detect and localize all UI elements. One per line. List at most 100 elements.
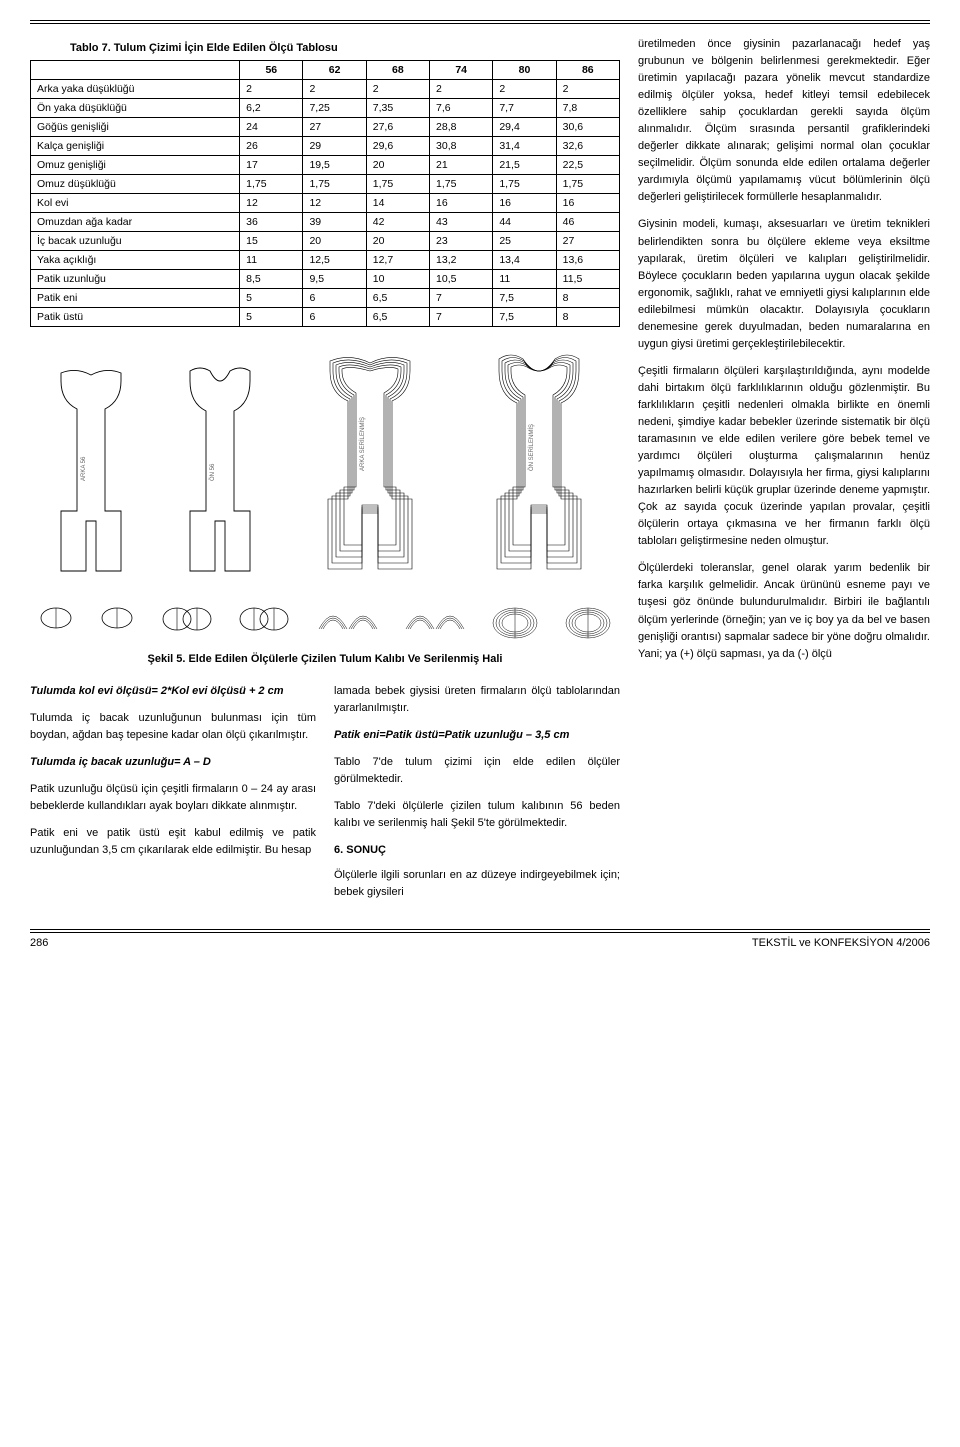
- row-value: 20: [303, 232, 366, 251]
- row-value: 6,5: [366, 308, 429, 327]
- lower-col-1: Tulumda kol evi ölçüsü= 2*Kol evi ölçüsü…: [30, 683, 316, 911]
- row-value: 24: [240, 118, 303, 137]
- body-text: Ölçülerle ilgili sorunları en az düzeye …: [334, 867, 620, 901]
- row-value: 30,8: [430, 137, 493, 156]
- row-value: 43: [430, 213, 493, 232]
- foot-piece-graded: [402, 601, 466, 641]
- table-row: Patik eni566,577,58: [31, 289, 620, 308]
- body-text: Tablo 7'de tulum çizimi için elde edilen…: [334, 754, 620, 788]
- row-value: 10: [366, 270, 429, 289]
- row-value: 2: [366, 80, 429, 99]
- foot-piece-graded: [315, 601, 379, 641]
- row-value: 15: [240, 232, 303, 251]
- table-row: Göğüs genişliği242727,628,829,430,6: [31, 118, 620, 137]
- row-value: 6: [303, 308, 366, 327]
- row-label: Omuz düşüklüğü: [31, 175, 240, 194]
- header-size: 68: [366, 61, 429, 80]
- row-value: 26: [240, 137, 303, 156]
- row-value: 8,5: [240, 270, 303, 289]
- row-value: 32,6: [556, 137, 619, 156]
- row-value: 7,5: [493, 308, 556, 327]
- row-value: 10,5: [430, 270, 493, 289]
- table-row: Yaka açıklığı1112,512,713,213,413,6: [31, 251, 620, 270]
- row-value: 7,35: [366, 99, 429, 118]
- pattern-front-graded: ÖN SERİLENMİŞ: [469, 341, 609, 591]
- row-value: 12,5: [303, 251, 366, 270]
- row-value: 23: [430, 232, 493, 251]
- row-value: 39: [303, 213, 366, 232]
- row-value: 16: [493, 194, 556, 213]
- row-value: 11: [493, 270, 556, 289]
- figure-area: ARKA 56 ÖN 56: [30, 341, 620, 641]
- svg-text:ÖN SERİLENMİŞ: ÖN SERİLENMİŞ: [528, 424, 535, 471]
- row-value: 20: [366, 156, 429, 175]
- figure-row-main: ARKA 56 ÖN 56: [30, 341, 620, 591]
- svg-text:ARKA SERİLENMİŞ: ARKA SERİLENMİŞ: [359, 417, 366, 471]
- row-value: 2: [556, 80, 619, 99]
- foot-piece-graded-ellipse: [490, 601, 540, 641]
- pattern-back-piece: ARKA 56: [41, 361, 141, 591]
- row-label: Ön yaka düşüklüğü: [31, 99, 240, 118]
- row-value: 2: [430, 80, 493, 99]
- row-label: İç bacak uzunluğu: [31, 232, 240, 251]
- foot-piece-pair: [160, 601, 214, 641]
- body-text: Ölçülerdeki toleranslar, genel olarak ya…: [638, 560, 930, 662]
- table-row: Patik üstü566,577,58: [31, 308, 620, 327]
- body-text: Tablo 7'deki ölçülerle çizilen tulum kal…: [334, 798, 620, 832]
- row-value: 13,4: [493, 251, 556, 270]
- body-text: Patik eni ve patik üstü eşit kabul edilm…: [30, 825, 316, 859]
- row-value: 25: [493, 232, 556, 251]
- page-grid: Tablo 7. Tulum Çizimi İçin Elde Edilen Ö…: [30, 36, 930, 911]
- row-label: Kol evi: [31, 194, 240, 213]
- row-value: 11,5: [556, 270, 619, 289]
- row-value: 1,75: [430, 175, 493, 194]
- row-label: Arka yaka düşüklüğü: [31, 80, 240, 99]
- row-value: 9,5: [303, 270, 366, 289]
- row-value: 13,6: [556, 251, 619, 270]
- foot-piece: [37, 601, 75, 641]
- row-value: 19,5: [303, 156, 366, 175]
- row-value: 13,2: [430, 251, 493, 270]
- row-label: Patik uzunluğu: [31, 270, 240, 289]
- row-label: Patik üstü: [31, 308, 240, 327]
- foot-piece-pair: [237, 601, 291, 641]
- body-text: Çeşitli firmaların ölçüleri karşılaştırı…: [638, 363, 930, 551]
- top-rule: [30, 20, 930, 24]
- pattern-front-piece: ÖN 56: [170, 361, 270, 591]
- table-row: Patik uzunluğu8,59,51010,51111,5: [31, 270, 620, 289]
- row-value: 28,8: [430, 118, 493, 137]
- row-value: 1,75: [556, 175, 619, 194]
- row-value: 6,2: [240, 99, 303, 118]
- row-value: 12: [240, 194, 303, 213]
- row-value: 7,7: [493, 99, 556, 118]
- foot-piece-graded-ellipse: [563, 601, 613, 641]
- table-row: İç bacak uzunluğu152020232527: [31, 232, 620, 251]
- row-value: 20: [366, 232, 429, 251]
- page-number: 286: [30, 937, 48, 949]
- measurement-table: 56 62 68 74 80 86 Arka yaka düşüklüğü222…: [30, 60, 620, 327]
- row-value: 12,7: [366, 251, 429, 270]
- body-text: Giysinin modeli, kumaşı, aksesuarları ve…: [638, 216, 930, 352]
- row-value: 2: [240, 80, 303, 99]
- row-value: 27,6: [366, 118, 429, 137]
- table-row: Arka yaka düşüklüğü222222: [31, 80, 620, 99]
- row-value: 8: [556, 289, 619, 308]
- row-value: 7,6: [430, 99, 493, 118]
- table-header-row: 56 62 68 74 80 86: [31, 61, 620, 80]
- row-value: 29: [303, 137, 366, 156]
- row-value: 5: [240, 289, 303, 308]
- row-value: 7: [430, 289, 493, 308]
- row-value: 36: [240, 213, 303, 232]
- right-column: üretilmeden önce giysinin pazarlanacağı …: [638, 36, 930, 911]
- section-heading-sonuc: 6. SONUÇ: [334, 842, 620, 859]
- row-label: Göğüs genişliği: [31, 118, 240, 137]
- formula-ic-bacak: Tulumda iç bacak uzunluğu= A – D: [30, 754, 316, 771]
- body-text: Tulumda iç bacak uzunluğunun bulunması i…: [30, 710, 316, 744]
- row-value: 21: [430, 156, 493, 175]
- table-row: Kol evi121214161616: [31, 194, 620, 213]
- row-value: 1,75: [366, 175, 429, 194]
- header-size: 56: [240, 61, 303, 80]
- row-value: 1,75: [493, 175, 556, 194]
- row-label: Omuzdan ağa kadar: [31, 213, 240, 232]
- row-label: Yaka açıklığı: [31, 251, 240, 270]
